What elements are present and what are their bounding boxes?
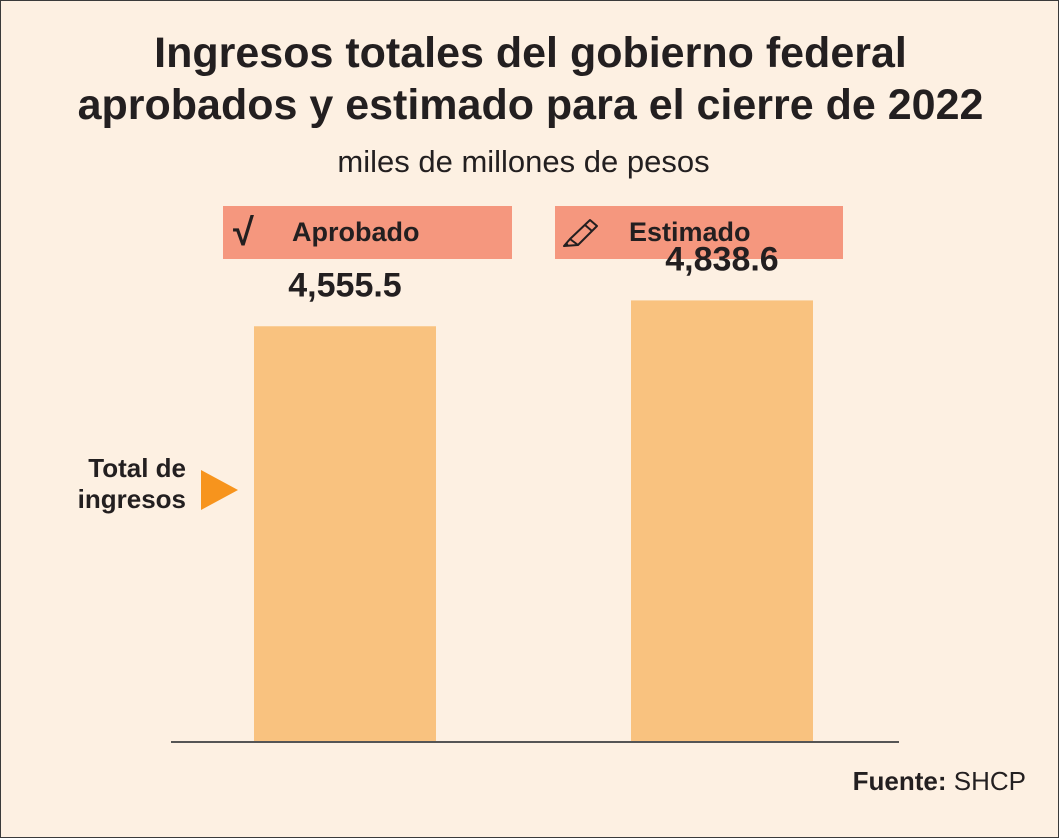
chart-subtitle: miles de millones de pesos [337,144,710,179]
legend-item-aprobado: √ Aprobado [223,206,512,259]
bar-estimado [631,300,813,742]
checkmark-icon: √ [233,212,254,254]
data-label-estimado: 4,838.6 [665,240,778,278]
legend-item-estimado: Estimado [555,206,843,259]
source-label: Fuente: [852,766,947,796]
category-label-line-2: ingresos [77,484,186,514]
pen-icon [561,217,601,256]
category-pointer-arrow-icon [201,470,238,510]
chart-title-line-2: aprobados y estimado para el cierre de 2… [77,81,984,129]
category-label-line-1: Total de [88,453,186,483]
chart-title: Ingresos totales del gobierno federal ap… [1,27,1059,131]
source-value: SHCP [953,766,1026,796]
legend-label-estimado: Estimado [629,217,751,247]
legend-label-aprobado: Aprobado [292,217,420,247]
category-label-total-ingresos: Total de ingresos [56,453,186,515]
bar-aprobado [254,326,436,742]
chart-title-line-1: Ingresos totales del gobierno federal [154,29,907,77]
source-note: Fuente: SHCP [853,766,1026,797]
data-label-aprobado: 4,555.5 [288,266,401,304]
